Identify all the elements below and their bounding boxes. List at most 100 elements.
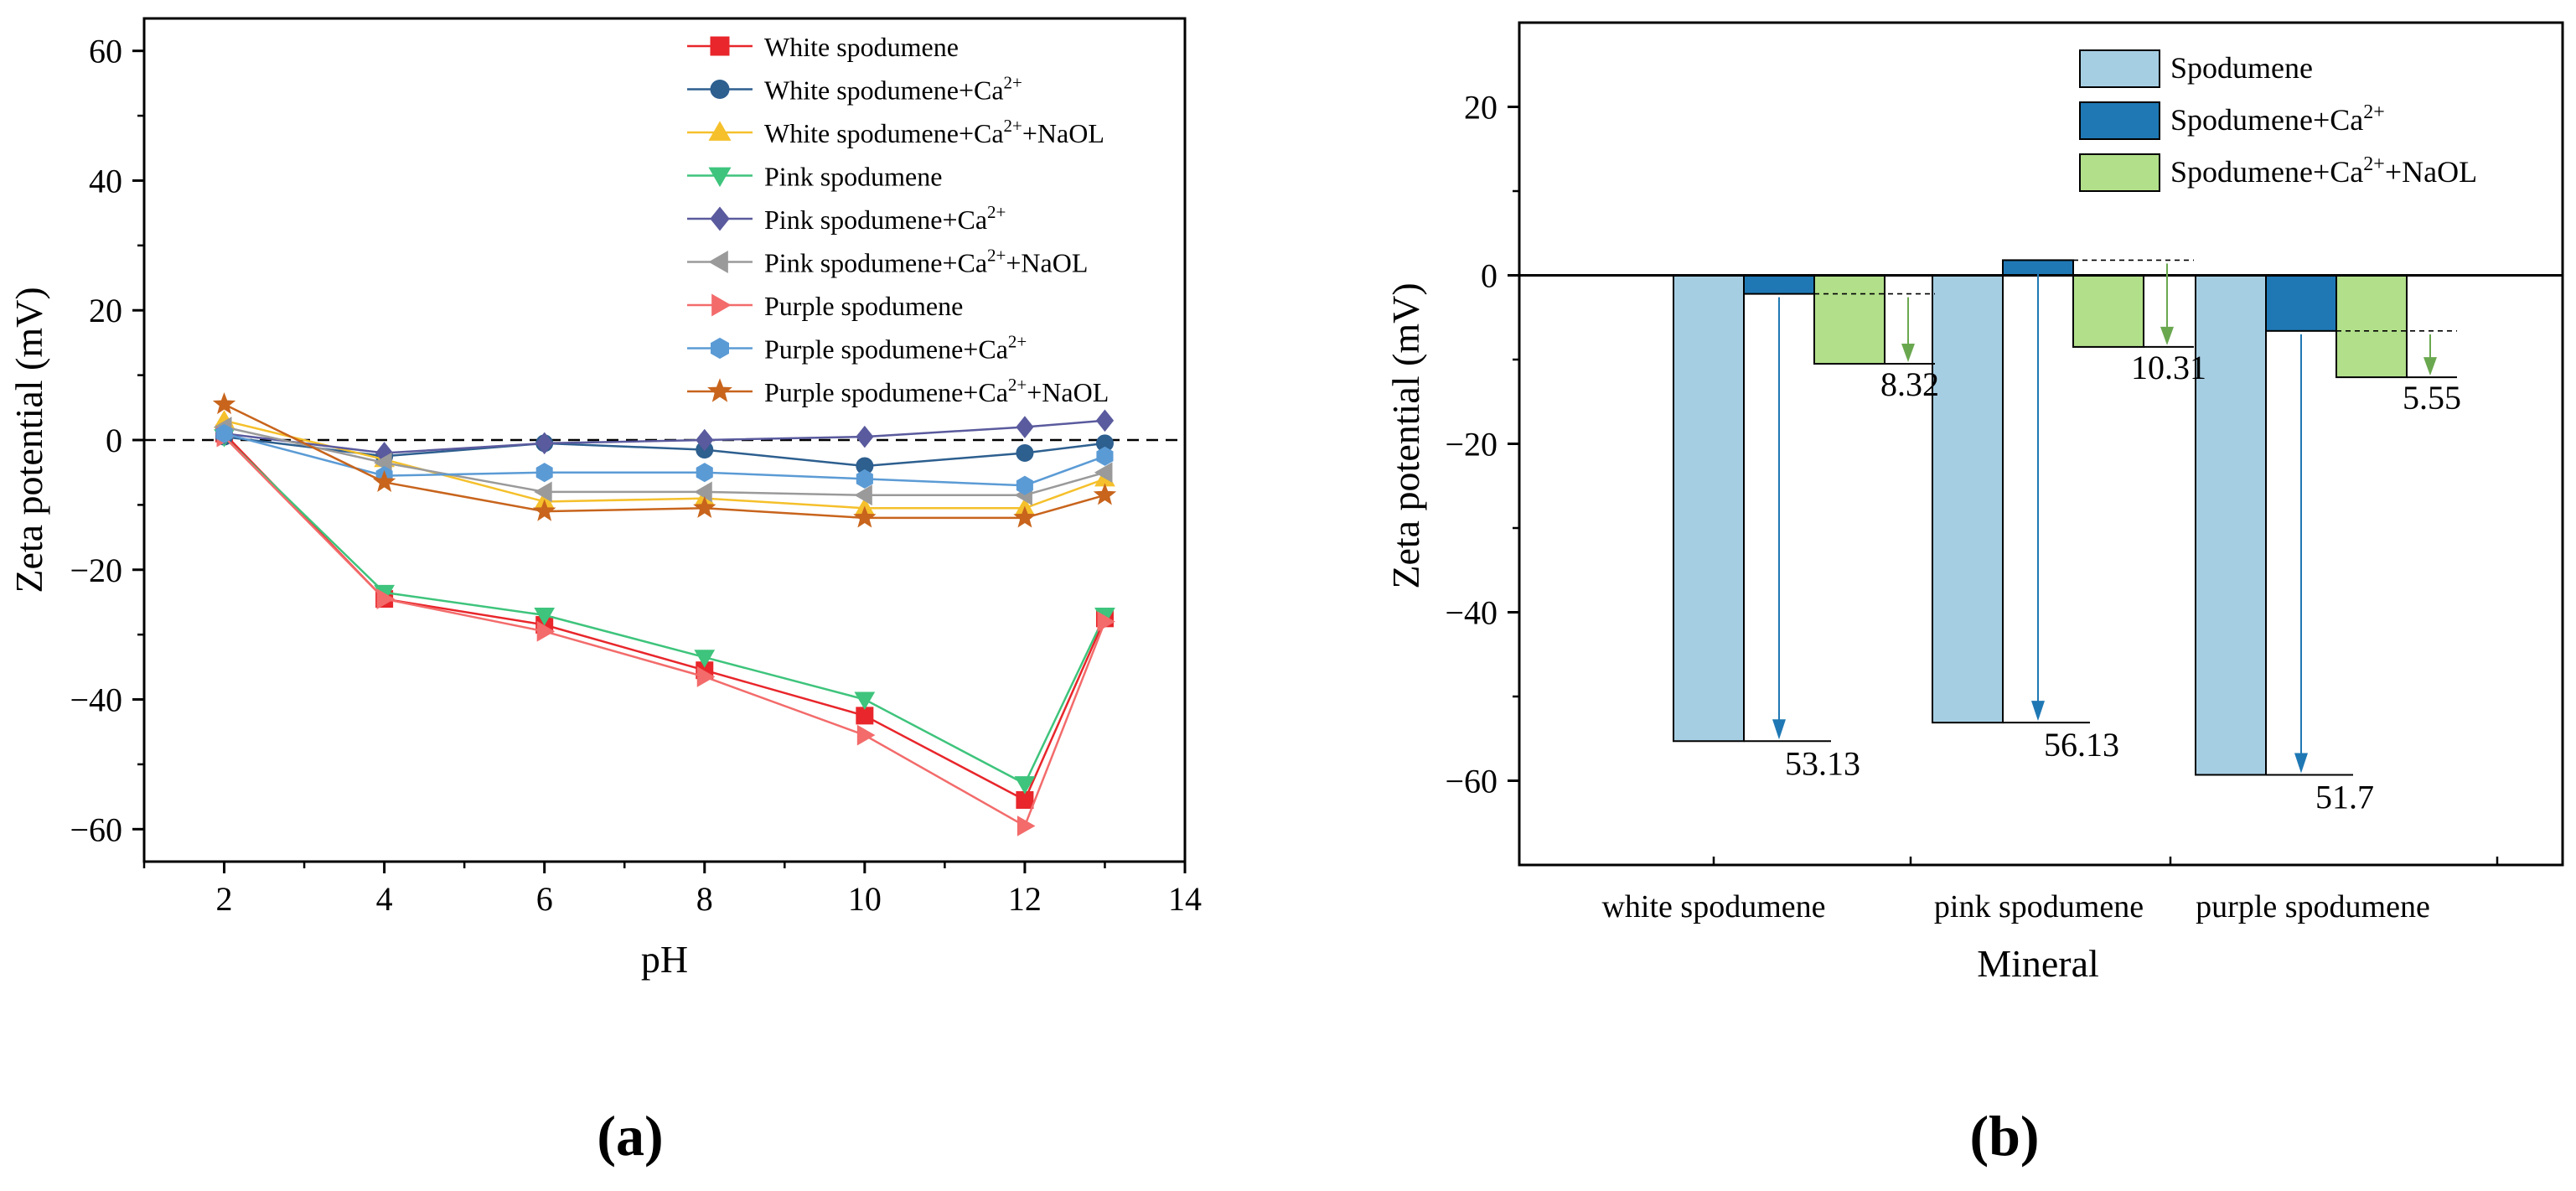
legend-swatch-b-2 <box>2079 153 2160 192</box>
legend-entry-b-0: Spodumene <box>2170 51 2313 85</box>
legend-marker-0 <box>710 36 730 56</box>
data-point-s3-4 <box>854 691 876 711</box>
x-tick-label: 2 <box>216 880 233 918</box>
data-point-s4-4 <box>856 425 874 448</box>
legend-entry-1: White spodumene+Ca2+ <box>764 73 1022 106</box>
ca-arrow-head-0 <box>1772 719 1786 740</box>
legend-entry-7: Purple spodumene+Ca2+ <box>764 332 1027 365</box>
legend-entry-8: Purple spodumene+Ca2++NaOL <box>764 375 1109 407</box>
legend-marker-6 <box>711 293 732 317</box>
y-tick-label-b: 20 <box>1464 89 1497 127</box>
data-point-s8-1 <box>372 469 396 492</box>
x-axis-label: pH <box>641 938 688 981</box>
data-point-s3-2 <box>534 607 556 626</box>
y-tick-label-b: 0 <box>1481 257 1497 295</box>
y-tick-label: −60 <box>70 810 122 848</box>
data-point-s7-3 <box>696 463 713 483</box>
y-axis-label: Zeta potential (mV) <box>8 287 50 593</box>
data-point-s5-2 <box>534 481 552 503</box>
panel-b-chart: 53.13 8.32 56.13 10.31 51.7 5.55 −60 −40 −20 0 20 w… <box>1384 21 2564 1168</box>
series-line-3 <box>223 436 1106 785</box>
legend-entry-3: Pink spodumene <box>764 162 942 192</box>
data-point-s4-3 <box>696 428 714 452</box>
y-tick-label-b: −20 <box>1445 426 1497 463</box>
legend-marker-8 <box>707 378 732 402</box>
legend-marker-7 <box>711 337 729 360</box>
bar-s0-c2 <box>2195 274 2267 776</box>
bar-s2-c0 <box>1813 274 1885 365</box>
data-point-s5-6 <box>1094 462 1113 484</box>
data-point-s6-4 <box>856 724 876 746</box>
data-point-s5-3 <box>694 481 712 503</box>
bar-s2-c2 <box>2335 274 2408 379</box>
y-tick-label: 20 <box>89 292 122 329</box>
legend-entry-6: Purple spodumene <box>764 291 963 321</box>
category-label: pink spodumene <box>1934 889 2144 924</box>
data-point-s8-0 <box>212 391 236 415</box>
bar-s1-c2 <box>2265 274 2337 332</box>
ca-arrow-head-1 <box>2031 701 2045 722</box>
data-point-s8-4 <box>853 505 877 528</box>
data-point-s7-6 <box>1096 446 1114 466</box>
category-label: purple spodumene <box>2196 889 2430 924</box>
x-axis-label-b: Mineral <box>1977 942 2099 985</box>
bar-s0-c1 <box>1932 274 2004 724</box>
x-tick-label: 10 <box>848 880 882 918</box>
data-point-s6-3 <box>696 666 716 687</box>
y-tick-label: 60 <box>89 33 122 70</box>
data-point-s7-2 <box>535 463 553 483</box>
panel-label-a: (a) <box>597 1104 663 1168</box>
legend-marker-5 <box>708 250 728 274</box>
x-tick-label: 12 <box>1008 880 1042 918</box>
data-point-s6-6 <box>1097 611 1115 633</box>
y-tick-label-b: −60 <box>1445 763 1497 800</box>
data-point-s6-1 <box>376 588 396 609</box>
x-tick-label: 14 <box>1168 880 1202 918</box>
ca-change-label-1: 56.13 <box>2044 726 2119 764</box>
y-axis-label-b: Zeta potential (mV) <box>1384 282 1427 588</box>
data-point-s3-5 <box>1014 776 1036 795</box>
legend-entry-b-2: Spodumene+Ca2++NaOL <box>2170 153 2477 189</box>
panel-a-chart: 2 4 6 8 10 12 14 −60 −40 −20 0 20 40 60 pH Zeta potenti… <box>8 17 1202 1168</box>
data-point-s8-3 <box>693 495 716 518</box>
series-line-0 <box>223 432 1106 802</box>
data-point-s1-5 <box>1016 443 1034 462</box>
y-tick-label: 0 <box>106 422 122 459</box>
data-point-s7-5 <box>1016 475 1033 495</box>
y-tick-label-b: −40 <box>1445 594 1497 632</box>
data-point-s4-6 <box>1095 409 1115 432</box>
data-point-s4-2 <box>535 432 554 455</box>
data-point-s3-3 <box>694 650 716 668</box>
naol-arrow-head-2 <box>2423 357 2437 376</box>
bar-s2-c1 <box>2072 274 2144 348</box>
data-point-s6-2 <box>536 620 556 642</box>
data-point-s8-5 <box>1013 505 1037 528</box>
ca-change-label-2: 51.7 <box>2315 778 2374 816</box>
legend-entry-0: White spodumene <box>764 32 959 62</box>
naol-change-label-1: 10.31 <box>2131 349 2206 386</box>
legend-marker-1 <box>710 80 730 99</box>
bar-s1-c0 <box>1743 274 1815 295</box>
data-point-s8-6 <box>1093 483 1117 505</box>
series-line-5 <box>224 426 1105 497</box>
legend-entry-5: Pink spodumene+Ca2++NaOL <box>764 246 1088 278</box>
y-tick-label: −40 <box>70 681 122 719</box>
data-point-s5-4 <box>854 484 872 506</box>
x-tick-label: 8 <box>696 880 713 918</box>
data-point-s7-0 <box>215 423 233 443</box>
naol-arrow-head-1 <box>2160 326 2174 345</box>
legend-entry-4: Pink spodumene+Ca2+ <box>764 202 1006 235</box>
legend-swatch-b-1 <box>2079 101 2160 140</box>
data-point-s6-5 <box>1016 816 1036 836</box>
ca-change-label-0: 53.13 <box>1785 744 1860 782</box>
legend-marker-2 <box>708 121 732 141</box>
x-tick-label: 4 <box>376 880 393 918</box>
data-point-s4-5 <box>1016 416 1034 438</box>
naol-change-label-2: 5.55 <box>2403 379 2461 417</box>
legend-marker-3 <box>708 167 732 188</box>
ca-arrow-head-2 <box>2294 753 2308 774</box>
category-label: white spodumene <box>1601 889 1825 924</box>
legend-swatch-b-0 <box>2079 49 2160 88</box>
legend-entry-2: White spodumene+Ca2++NaOL <box>764 116 1104 148</box>
